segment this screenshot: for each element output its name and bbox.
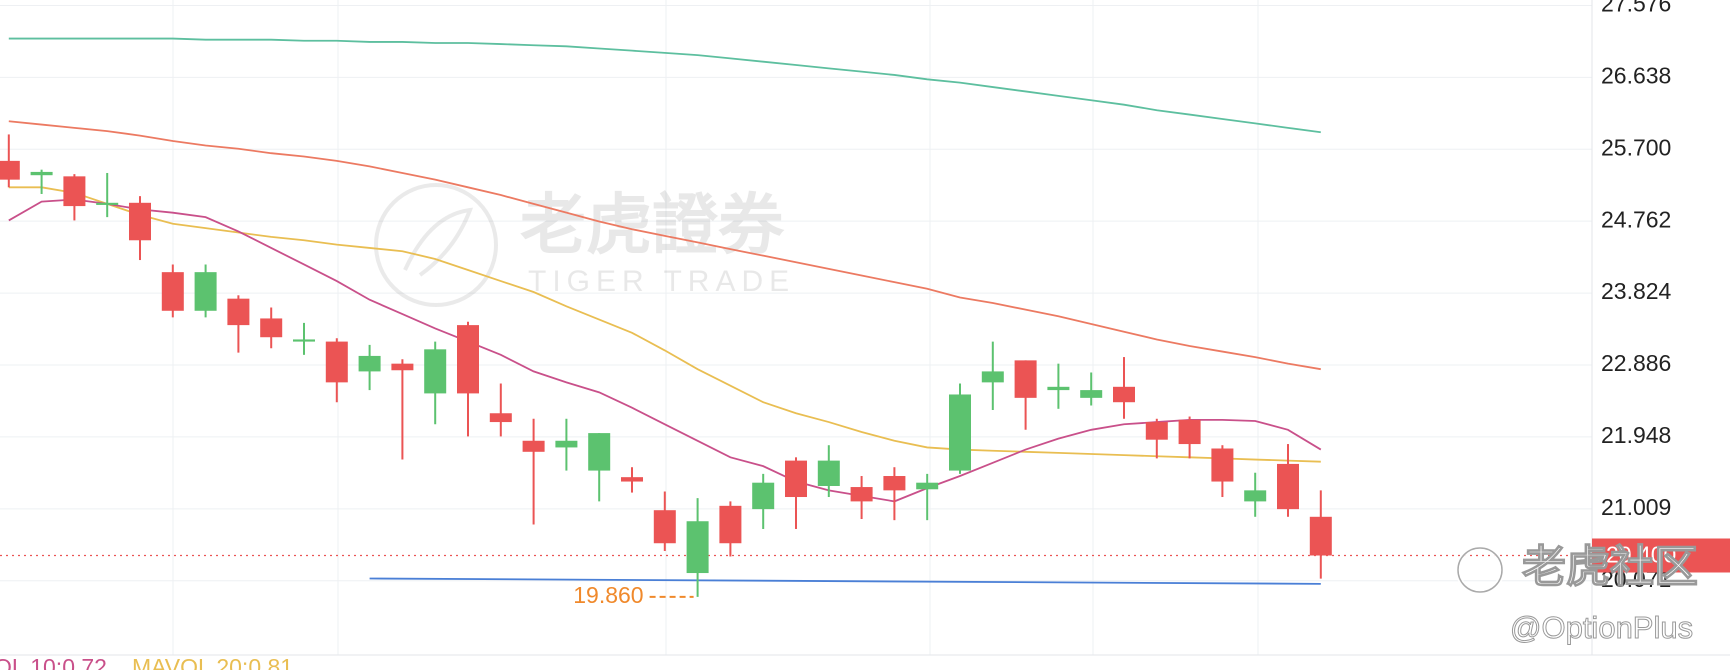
candle-body bbox=[588, 433, 611, 471]
watermark-logo-mark bbox=[403, 207, 474, 277]
community-logo-outline bbox=[1457, 547, 1503, 593]
candle-body bbox=[1309, 516, 1332, 556]
y-axis: 27.576 26.638 25.700 24.762 23.824 22.886 21.9… bbox=[1592, 0, 1730, 592]
annotation-text: 19.860 bbox=[573, 582, 643, 608]
support-line bbox=[369, 577, 1321, 585]
candle-body bbox=[293, 339, 315, 342]
candle-body bbox=[161, 272, 184, 311]
candle-body bbox=[1211, 448, 1234, 482]
watermark-title: 老虎證券 bbox=[520, 187, 785, 261]
candle-body bbox=[457, 325, 479, 394]
candle-body bbox=[489, 413, 512, 423]
candle-body bbox=[96, 202, 119, 205]
candle-body bbox=[260, 318, 283, 338]
ma-line bbox=[8, 120, 1321, 371]
y-tick-label: 23.824 bbox=[1601, 278, 1672, 304]
candle-body bbox=[785, 460, 807, 498]
candle-body bbox=[325, 341, 348, 383]
candle-body bbox=[850, 487, 873, 502]
y-tick-label: 24.762 bbox=[1601, 206, 1671, 232]
candle-body bbox=[621, 477, 643, 482]
candle-body bbox=[555, 440, 578, 448]
ma-line bbox=[8, 198, 1322, 503]
watermark: 老虎證券 TIGER TRADE bbox=[374, 183, 795, 307]
watermark-subtitle: TIGER TRADE bbox=[528, 265, 795, 298]
watermark-logo bbox=[374, 183, 498, 307]
candle-body bbox=[1014, 360, 1037, 398]
candle-body bbox=[30, 171, 53, 176]
candle-body bbox=[1277, 463, 1299, 510]
candle-body bbox=[1113, 386, 1135, 403]
candle-body bbox=[1047, 386, 1070, 391]
ma-line bbox=[8, 37, 1321, 134]
y-tick-label: 21.948 bbox=[1601, 422, 1671, 448]
community-watermark: 老虎社区 @OptionPlus bbox=[1455, 542, 1699, 646]
candle-body bbox=[129, 202, 151, 241]
candle-body bbox=[949, 394, 971, 471]
y-tick-label: 21.009 bbox=[1601, 494, 1671, 520]
candle-body bbox=[194, 272, 217, 311]
y-tick-label: 22.886 bbox=[1601, 350, 1671, 376]
candle-body bbox=[1080, 390, 1103, 398]
candle-body bbox=[916, 482, 939, 490]
candle-body bbox=[1145, 422, 1168, 440]
candle-body bbox=[63, 176, 86, 207]
candle-body bbox=[1178, 419, 1201, 445]
y-tick-label: 25.700 bbox=[1601, 134, 1671, 160]
candle-body bbox=[1244, 490, 1267, 502]
candle-body bbox=[883, 476, 906, 491]
candle-body bbox=[653, 510, 676, 544]
last-price-label: 20.400 bbox=[1606, 542, 1676, 568]
last-price-tag bbox=[1592, 538, 1730, 573]
candle-body bbox=[719, 505, 742, 544]
vertical-grid bbox=[172, 0, 1259, 655]
candle-body bbox=[981, 371, 1004, 383]
candle-body bbox=[0, 160, 20, 180]
candle-body bbox=[391, 363, 414, 371]
candle-body bbox=[358, 355, 381, 372]
candle-body bbox=[522, 440, 545, 452]
candle-body bbox=[817, 460, 840, 486]
ma-line bbox=[8, 186, 1321, 463]
community-handle: @OptionPlus bbox=[1510, 610, 1693, 645]
plot: 19.860 bbox=[0, 37, 1592, 608]
candle-body bbox=[424, 349, 447, 394]
y-tick-label: 27.576 bbox=[1601, 0, 1671, 17]
community-name: 老虎社区 bbox=[1522, 543, 1698, 592]
y-tick-label: 26.638 bbox=[1601, 62, 1671, 88]
indicator-text: OL 10:0.72 bbox=[0, 654, 107, 670]
indicator-text: MAVOL 20:0.81 bbox=[132, 654, 293, 670]
candle-body bbox=[752, 482, 775, 510]
candle-body bbox=[227, 298, 250, 326]
candle-body bbox=[686, 521, 709, 574]
